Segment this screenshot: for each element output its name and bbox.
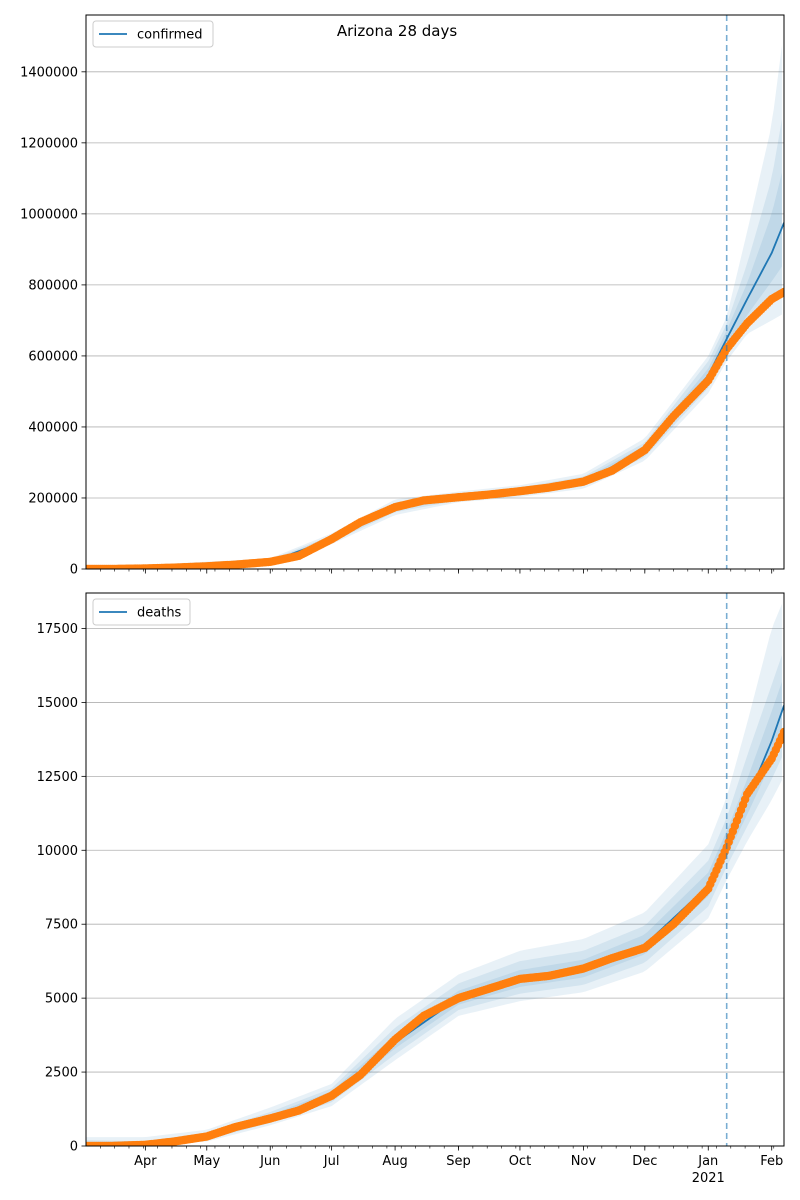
- confirmed-axes-frame: [85, 14, 785, 570]
- confirmed-observed-points: [86, 287, 784, 569]
- deaths-x-tick-label-6: Oct: [509, 1154, 531, 1169]
- deaths-y-tick-label-7: 17500: [37, 622, 78, 637]
- confirmed-y-tick-label-2: 400000: [28, 420, 78, 435]
- deaths-y-tick-label-0: 0: [70, 1140, 78, 1155]
- confirmed-y-tick-label-4: 800000: [28, 278, 78, 293]
- deaths-legend: deaths: [92, 598, 191, 626]
- confirmed-legend-box: [92, 20, 214, 48]
- deaths-y-tick-label-2: 5000: [45, 992, 78, 1007]
- confirmed-y-tick-label-0: 0: [70, 563, 78, 578]
- deaths-x-tick-label-0: Apr: [134, 1154, 157, 1169]
- deaths-x-tick-label-2: Jun: [259, 1154, 280, 1169]
- deaths-x-year-label: 2021: [692, 1171, 725, 1186]
- deaths-x-tick-label-4: Aug: [382, 1154, 407, 1169]
- deaths-x-tick-label-10: Feb: [760, 1154, 783, 1169]
- deaths-x-tick-label-5: Sep: [446, 1154, 471, 1169]
- confirmed-panel: 0 200000 400000 600000 800000 1000000 1200000 1…: [20, 14, 785, 578]
- confirmed-legend-label: confirmed: [137, 28, 203, 43]
- deaths-panel: Apr May Jun Jul Aug Sep Oct Nov Dec Jan Feb 2021 0 25…: [37, 592, 785, 1186]
- confirmed-y-tick-label-6: 1200000: [20, 136, 78, 151]
- deaths-x-tick-label-1: May: [193, 1154, 220, 1169]
- confirmed-y-tick-label-3: 600000: [28, 349, 78, 364]
- confirmed-plot-area: [86, 45, 784, 569]
- deaths-axes-frame: [85, 592, 785, 1147]
- confirmed-y-tick-label-1: 200000: [28, 491, 78, 506]
- deaths-legend-label: deaths: [137, 606, 182, 621]
- confirmed-y-tick-label-7: 1400000: [20, 65, 78, 80]
- deaths-x-tick-label-8: Dec: [632, 1154, 657, 1169]
- deaths-y-tick-label-5: 12500: [37, 770, 78, 785]
- confirmed-legend: confirmed: [92, 20, 214, 48]
- deaths-observed-points: [86, 727, 784, 1146]
- deaths-y-tick-label-4: 10000: [37, 844, 78, 859]
- deaths-y-tick-label-3: 7500: [45, 918, 78, 933]
- confirmed-y-tick-label-5: 1000000: [20, 207, 78, 222]
- deaths-x-tick-label-9: Jan: [697, 1154, 718, 1169]
- deaths-observed-point-341: [779, 727, 784, 737]
- deaths-plot-area: [86, 603, 784, 1146]
- deaths-x-tick-label-3: Jul: [323, 1154, 340, 1169]
- deaths-legend-box: [92, 598, 191, 626]
- deaths-x-tick-label-7: Nov: [571, 1154, 597, 1169]
- confirmed-observed-point-341: [779, 287, 784, 297]
- deaths-y-tick-label-1: 2500: [45, 1066, 78, 1081]
- deaths-y-tick-label-6: 15000: [37, 696, 78, 711]
- figure-title: Arizona 28 days: [337, 22, 458, 40]
